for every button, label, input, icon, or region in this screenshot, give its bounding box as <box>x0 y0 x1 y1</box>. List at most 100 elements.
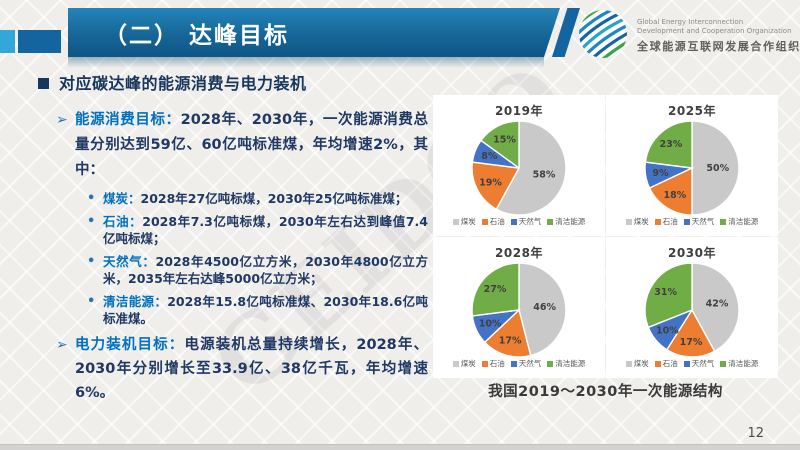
clean-energy-text: 2028年15.8亿吨标准煤、2030年18.6亿吨标准煤。 <box>103 293 428 327</box>
left-content: 对应碳达峰的能源消费与电力装机 ➢ 能源消费目标：2028年、2030年，一次能… <box>30 70 428 405</box>
dot-bullet-icon: • <box>87 293 96 309</box>
chart-legend: 煤炭 石油 天然气 清洁能源 <box>625 216 759 227</box>
slide-bottom-edge <box>0 444 800 450</box>
oil-label: 石油： <box>103 213 143 229</box>
oil-swatch-icon <box>481 218 488 225</box>
header-deco-dark-square <box>18 30 61 53</box>
chart-legend: 煤炭 石油 天然气 清洁能源 <box>625 358 759 369</box>
legend-oil: 石油 <box>489 217 505 226</box>
coal-swatch-icon <box>625 360 632 367</box>
clean-swatch-icon <box>720 218 727 225</box>
svg-text:46%: 46% <box>533 302 556 313</box>
pie-charts-panel: 2019年 58% 19% 8% 15% 煤炭 石油 天然气 清洁能源 2025年 5… <box>433 95 778 378</box>
svg-text:50%: 50% <box>706 163 729 174</box>
legend-clean: 清洁能源 <box>555 359 586 368</box>
power-capacity-bullet: ➢ 电力装机目标：电源装机总量持续增长，2028年、2030年分别增长至33.9… <box>30 333 428 405</box>
banner-shadow <box>68 57 544 68</box>
gas-swatch-icon <box>510 360 517 367</box>
pie-chart-2019: 2019年 58% 19% 8% 15% 煤炭 石油 天然气 清洁能源 <box>433 95 605 236</box>
energy-consumption-bullet: ➢ 能源消费目标：2028年、2030年，一次能源消费总量分别达到59亿、60亿… <box>30 108 428 183</box>
org-name-cn: 全球能源互联网发展合作组织 <box>637 40 800 53</box>
coal-label: 煤炭： <box>103 191 141 206</box>
oil-swatch-icon <box>481 360 488 367</box>
legend-gas: 天然气 <box>691 217 715 226</box>
oil-text: 2028年7.3亿吨标煤，2030年左右达到峰值7.4亿吨标煤； <box>103 213 428 247</box>
org-name-en-line1: Global Energy Interconnection <box>637 18 744 26</box>
energy-sub-bullets: • 煤炭：2028年27亿吨标煤，2030年25亿吨标准煤； • 石油：2028… <box>30 190 428 328</box>
clean-energy-item: • 清洁能源：2028年15.8亿吨标准煤、2030年18.6亿吨标准煤。 <box>30 293 428 328</box>
legend-gas: 天然气 <box>691 359 715 368</box>
gas-swatch-icon <box>683 360 690 367</box>
legend-gas: 天然气 <box>518 217 542 226</box>
coal-swatch-icon <box>452 360 459 367</box>
bullet-label: 电力装机目标： <box>75 336 185 353</box>
svg-text:10%: 10% <box>656 325 679 336</box>
chart-title-2025: 2025年 <box>668 104 716 118</box>
legend-clean: 清洁能源 <box>555 217 586 226</box>
svg-text:19%: 19% <box>479 178 502 189</box>
page-title: （二） 达峰目标 <box>104 22 290 49</box>
clean-swatch-icon <box>720 360 727 367</box>
gas-text: 2028年4500亿立方米，2030年4800亿立方米，2035年左右达峰500… <box>103 253 428 287</box>
svg-text:15%: 15% <box>493 135 516 146</box>
clean-swatch-icon <box>547 360 554 367</box>
coal-swatch-icon <box>452 218 459 225</box>
pie-chart-2030: 2030年 42% 17% 10% 31% 煤炭 石油 天然气 清洁能源 <box>606 237 778 378</box>
svg-text:9%: 9% <box>652 168 669 179</box>
bullet-label: 能源消费目标： <box>75 112 181 128</box>
legend-coal: 煤炭 <box>633 217 649 226</box>
section-heading: 对应碳达峰的能源消费与电力装机 <box>30 70 428 94</box>
arrow-bullet-icon: ➢ <box>56 112 68 128</box>
org-name: Global Energy Interconnection Developmen… <box>637 18 800 54</box>
legend-coal: 煤炭 <box>460 359 476 368</box>
coal-swatch-icon <box>625 218 632 225</box>
pie-chart-2028: 2028年 46% 17% 10% 27% 煤炭 石油 天然气 清洁能源 <box>433 237 605 378</box>
globe-icon <box>578 9 628 63</box>
bullet-text: 2028年、2030年，一次能源消费总量分别达到59亿、60亿吨标准煤，年均增速… <box>75 112 428 178</box>
legend-oil: 石油 <box>489 359 505 368</box>
gas-item: • 天然气：2028年4500亿立方米，2030年4800亿立方米，2035年左… <box>30 253 428 288</box>
header-deco-light-square <box>0 30 15 53</box>
dot-bullet-icon: • <box>87 253 96 269</box>
chart-title-2028: 2028年 <box>495 246 543 260</box>
charts-caption: 我国2019～2030年一次能源结构 <box>488 384 723 400</box>
title-banner: （二） 达峰目标 <box>68 8 560 57</box>
arrow-bullet-icon: ➢ <box>56 336 68 353</box>
pie-2030: 42% 17% 10% 31% <box>644 262 740 358</box>
legend-oil: 石油 <box>662 359 678 368</box>
svg-text:31%: 31% <box>654 287 677 298</box>
legend-coal: 煤炭 <box>460 217 476 226</box>
svg-text:8%: 8% <box>481 151 498 162</box>
legend-clean: 清洁能源 <box>728 217 759 226</box>
chart-title-2019: 2019年 <box>495 104 543 118</box>
oil-swatch-icon <box>654 360 661 367</box>
pie-2025: 50% 18% 9% 23% <box>644 120 740 216</box>
legend-gas: 天然气 <box>518 359 542 368</box>
page-number: 12 <box>747 426 764 441</box>
coal-item: • 煤炭：2028年27亿吨标煤，2030年25亿吨标准煤； <box>30 190 428 208</box>
svg-text:27%: 27% <box>484 284 507 295</box>
svg-text:17%: 17% <box>499 336 522 347</box>
org-name-en-line2: Development and Cooperation Organization <box>637 27 792 35</box>
org-logo: Global Energy Interconnection Developmen… <box>578 9 800 63</box>
legend-coal: 煤炭 <box>633 359 649 368</box>
dot-bullet-icon: • <box>87 213 96 229</box>
chart-legend: 煤炭 石油 天然气 清洁能源 <box>452 216 586 227</box>
gas-swatch-icon <box>510 218 517 225</box>
pie-chart-2025: 2025年 50% 18% 9% 23% 煤炭 石油 天然气 清洁能源 <box>606 95 778 236</box>
pie-2028: 46% 17% 10% 27% <box>471 262 567 358</box>
dot-bullet-icon: • <box>87 191 96 206</box>
coal-text: 2028年27亿吨标煤，2030年25亿吨标准煤； <box>140 191 408 206</box>
svg-text:10%: 10% <box>479 319 502 330</box>
section-heading-text: 对应碳达峰的能源消费与电力装机 <box>59 74 307 93</box>
chart-legend: 煤炭 石油 天然气 清洁能源 <box>452 358 586 369</box>
svg-text:42%: 42% <box>706 299 729 310</box>
svg-text:17%: 17% <box>680 337 703 348</box>
svg-text:23%: 23% <box>660 139 683 150</box>
legend-clean: 清洁能源 <box>728 359 759 368</box>
oil-swatch-icon <box>654 218 661 225</box>
bullet-text: 电源装机总量持续增长，2028年、2030年分别增长至33.9亿、38亿千瓦，年… <box>75 336 429 401</box>
clean-energy-label: 清洁能源： <box>103 293 168 309</box>
legend-oil: 石油 <box>662 217 678 226</box>
